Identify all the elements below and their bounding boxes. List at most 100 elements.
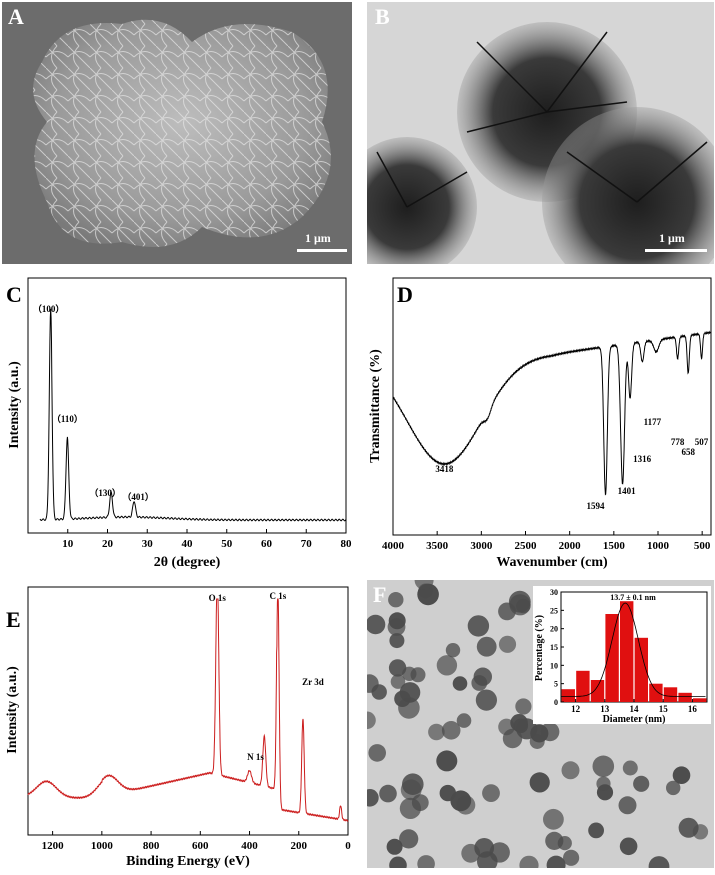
nanoparticle	[561, 761, 580, 780]
panel-letter-e: E	[6, 607, 21, 632]
nanoparticle	[648, 856, 670, 868]
nanoparticle	[389, 856, 407, 868]
xps-tick-label: 0	[345, 840, 351, 852]
ftir-plot: 4000 3500 3000 2500 2000 1500 1000 500 3418 1594…	[368, 277, 712, 570]
nanoparticle	[509, 594, 531, 616]
nanoparticle	[388, 612, 406, 630]
sem-image-graphic	[2, 2, 352, 264]
histogram-x-tick-label: 14	[630, 704, 640, 714]
panel-letter-f: F	[373, 582, 387, 607]
histogram-x-tick-label: 16	[688, 704, 698, 714]
histogram-bar	[561, 689, 575, 702]
xps-peak-label: C 1s	[269, 591, 286, 601]
nanoparticle	[563, 849, 580, 866]
nanoparticle	[475, 689, 497, 711]
nanoparticle	[543, 808, 564, 830]
nanoparticle	[498, 718, 515, 736]
xrd-peak-label: （110）	[52, 414, 83, 424]
nanoparticle	[515, 698, 532, 715]
histogram-bar	[649, 683, 663, 702]
xps-x-axis-label: Binding Energy (eV)	[126, 854, 250, 869]
ftir-y-axis-label: Transmittance (%)	[368, 349, 383, 463]
histogram-bar	[620, 601, 634, 702]
nanoparticle	[417, 855, 435, 868]
xrd-curve	[39, 308, 347, 522]
nanoparticle	[467, 615, 490, 637]
xrd-tick-label: 30	[142, 538, 154, 550]
histogram-y-tick-label: 10	[550, 661, 558, 670]
xps-tick-label: 200	[291, 840, 308, 852]
ftir-plot-frame	[392, 277, 712, 536]
nanoparticle	[367, 789, 379, 807]
histogram-y-tick-label: 0	[554, 698, 558, 707]
nanoparticle	[592, 755, 615, 778]
nanoparticle	[436, 655, 458, 676]
ftir-x-axis-label: Wavenumber (cm)	[496, 555, 608, 570]
xps-plot-frame	[27, 586, 349, 836]
panel-c-xrd-chart: C 10 20 30 40 50 60 70 80 （100） （110） （130） （401） …	[0, 270, 355, 570]
nanoparticle	[414, 580, 434, 590]
ftir-tick-label: 1500	[603, 540, 626, 552]
panel-letter-c: C	[6, 282, 22, 307]
histogram-y-tick-label: 20	[550, 625, 558, 634]
nanoparticle	[477, 851, 498, 868]
scale-label-a: 1 μm	[305, 231, 331, 245]
nanoparticle	[588, 822, 604, 839]
histogram-x-axis-label: Diameter (nm)	[603, 714, 666, 724]
nanoparticle	[596, 776, 611, 791]
xrd-tick-label: 50	[221, 538, 233, 550]
panel-e-xps-chart: E 1200 1000 800 600 400 200 0 O 1s N 1s C 1s Zr 3…	[0, 577, 355, 870]
panel-letter-a: A	[8, 4, 24, 29]
nanoparticle	[367, 711, 376, 730]
nanoparticle	[672, 766, 691, 784]
ftir-peak-label: 507	[695, 437, 709, 447]
histogram-bar	[693, 698, 707, 702]
nanoparticle	[519, 855, 539, 868]
ftir-tick-label: 500	[694, 540, 711, 552]
nanoparticle	[529, 772, 550, 793]
xrd-tick-label: 40	[182, 538, 194, 550]
scale-label-b: 1 μm	[659, 231, 685, 245]
nanoparticle	[441, 721, 461, 740]
nanoparticle	[410, 667, 426, 683]
xps-tick-label: 800	[143, 840, 160, 852]
nanoparticle	[428, 723, 445, 741]
ftir-peak-label: 1401	[618, 486, 637, 496]
xps-peak-label: N 1s	[247, 752, 264, 762]
histogram-annotation: 13.7 ± 0.1 nm	[610, 593, 656, 602]
panel-letter-d: D	[397, 282, 413, 307]
ftir-tick-label: 1000	[647, 540, 670, 552]
nanoparticle	[389, 633, 405, 649]
xps-tick-label: 1200	[42, 840, 65, 852]
panel-d-ftir-chart: D 4000 3500 3000 2500 2000 1500 1000 500 3418 15…	[365, 270, 715, 570]
histogram-bar	[634, 637, 648, 702]
histogram-bar	[605, 614, 619, 702]
nanoparticle	[402, 773, 424, 795]
histogram-bar	[663, 687, 678, 702]
panel-a-sem-image: A 1 μm	[2, 2, 352, 264]
histogram-y-tick-label: 15	[550, 643, 558, 652]
nanoparticle	[439, 784, 456, 802]
nanoparticle	[476, 636, 497, 657]
nanoparticle	[619, 837, 638, 856]
xrd-tick-label: 60	[261, 538, 273, 550]
nanoparticle	[461, 843, 481, 863]
nanoparticle	[390, 674, 406, 689]
histogram-plot: 12 13 14 15 16 0 5 10 15 20 25 30 13.7 ± 0.1 nm Dia…	[534, 588, 708, 725]
xps-tick-label: 1000	[91, 840, 114, 852]
nanoparticle	[633, 775, 650, 792]
xps-tick-label: 600	[192, 840, 209, 852]
histogram-y-tick-label: 5	[554, 680, 558, 689]
panel-b-tem-image: B 1 μm	[367, 2, 714, 264]
histogram-bar	[678, 692, 692, 702]
nanoparticle	[399, 829, 419, 849]
ftir-tick-label: 3000	[470, 540, 493, 552]
nanoparticle	[622, 760, 638, 776]
scale-bar-a	[297, 249, 347, 252]
xps-peak-label: Zr 3d	[302, 677, 324, 687]
nanoparticle	[692, 824, 709, 840]
xps-peak-label: O 1s	[209, 593, 227, 603]
histogram-x-tick-label: 13	[600, 704, 610, 714]
histogram-x-tick-label: 15	[659, 704, 669, 714]
histogram-bar	[590, 680, 605, 702]
